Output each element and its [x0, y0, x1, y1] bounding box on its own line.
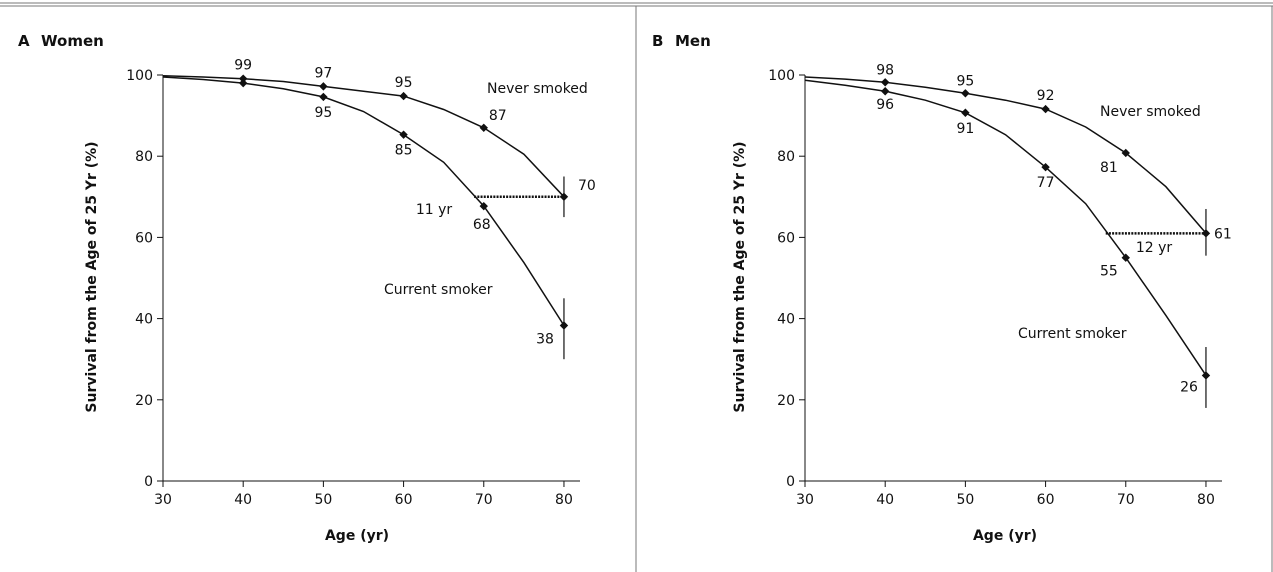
x-tick-label: 80 — [1197, 492, 1215, 508]
series-line-never-smoked — [162, 75, 565, 198]
y-tick-label: 100 — [768, 68, 795, 84]
y-tick-label: 40 — [135, 312, 153, 328]
series-line-current-smoker — [804, 79, 1207, 376]
y-tick-label: 40 — [777, 312, 795, 328]
marker-never-smoked — [1121, 148, 1130, 158]
data-label-never-smoked: 98 — [876, 62, 894, 78]
x-tick-label: 60 — [395, 492, 413, 508]
x-tick-label: 30 — [154, 492, 172, 508]
data-label-never-smoked: 95 — [395, 75, 413, 91]
data-label-never-smoked: 81 — [1100, 160, 1118, 176]
marker-never-smoked — [961, 89, 970, 98]
data-label-current-smoker: 55 — [1100, 264, 1118, 280]
panel-a: A Women Survival from the Age of 25 Yr (… — [18, 32, 596, 544]
marker-current-smoker — [1121, 253, 1130, 262]
data-label-never-smoked: 95 — [956, 73, 974, 89]
marker-current-smoker — [1041, 162, 1050, 172]
x-tick-label: 70 — [475, 492, 493, 508]
data-label-current-smoker: 95 — [314, 105, 332, 121]
data-label-never-smoked: 92 — [1037, 88, 1055, 104]
x-tick-label: 40 — [876, 492, 894, 508]
data-label-never-smoked: 61 — [1214, 226, 1232, 242]
y-tick-label: 100 — [126, 68, 153, 84]
y-tick-label: 80 — [777, 149, 795, 165]
series-label-current-smoker: Current smoker — [1018, 326, 1127, 342]
data-label-never-smoked: 99 — [234, 58, 252, 74]
series-line-never-smoked — [804, 76, 1207, 234]
marker-never-smoked — [319, 82, 328, 91]
marker-current-smoker — [479, 201, 488, 211]
marker-current-smoker — [961, 108, 970, 117]
y-tick-label: 60 — [777, 230, 795, 246]
x-tick-label: 50 — [956, 492, 974, 508]
series-line-current-smoker — [162, 76, 565, 326]
x-tick-label: 70 — [1117, 492, 1135, 508]
data-label-current-smoker: 96 — [876, 97, 894, 113]
x-tick-label: 40 — [234, 492, 252, 508]
marker-never-smoked — [479, 123, 488, 132]
panel-b-letter: B — [652, 32, 663, 50]
y-tick-label: 0 — [786, 474, 795, 490]
data-label-never-smoked: 87 — [489, 108, 507, 124]
series-label-never-smoked: Never smoked — [487, 81, 588, 97]
panel-a-letter: A — [18, 32, 30, 50]
data-label-never-smoked: 97 — [314, 65, 332, 81]
panel-b-xlabel: Age (yr) — [973, 528, 1037, 544]
panel-b: B Men Survival from the Age of 25 Yr (%)… — [652, 32, 1232, 544]
panel-a-title: Women — [41, 32, 104, 50]
y-tick-label: 60 — [135, 230, 153, 246]
x-tick-label: 30 — [796, 492, 814, 508]
data-label-current-smoker: 91 — [956, 121, 974, 137]
panel-a-xlabel: Age (yr) — [325, 528, 389, 544]
panel-a-plot: 0 20 40 60 80 100 30 40 50 60 70 80 99 97 95 87 70 Never … — [126, 58, 596, 508]
data-label-current-smoker: 38 — [536, 332, 554, 348]
marker-current-smoker — [1201, 371, 1211, 380]
data-label-never-smoked: 70 — [578, 178, 596, 194]
marker-current-smoker — [880, 87, 890, 96]
marker-never-smoked — [880, 78, 890, 87]
data-label-current-smoker: 77 — [1037, 175, 1055, 191]
panel-b-ylabel: Survival from the Age of 25 Yr (%) — [732, 141, 748, 412]
series-label-current-smoker: Current smoker — [384, 282, 493, 298]
data-label-current-smoker: 85 — [395, 143, 413, 159]
marker-never-smoked — [238, 74, 248, 83]
gap-label: 12 yr — [1136, 240, 1173, 256]
marker-never-smoked — [1041, 104, 1050, 114]
x-tick-label: 60 — [1037, 492, 1055, 508]
x-tick-label: 80 — [555, 492, 573, 508]
marker-current-smoker — [319, 92, 328, 102]
data-label-current-smoker: 68 — [473, 217, 491, 233]
data-label-current-smoker: 26 — [1180, 379, 1198, 395]
y-tick-label: 0 — [144, 474, 153, 490]
gap-label: 11 yr — [416, 202, 453, 218]
marker-current-smoker — [238, 78, 248, 88]
series-label-never-smoked: Never smoked — [1100, 104, 1201, 120]
marker-current-smoker — [559, 321, 569, 330]
y-tick-label: 20 — [135, 393, 153, 409]
panel-a-ylabel: Survival from the Age of 25 Yr (%) — [84, 141, 100, 412]
x-tick-label: 50 — [314, 492, 332, 508]
panel-b-plot: 0 20 40 60 80 100 30 40 50 60 70 80 98 95 92 81 61 Never … — [768, 62, 1232, 508]
marker-current-smoker — [399, 130, 408, 139]
marker-never-smoked — [399, 91, 408, 101]
y-tick-label: 80 — [135, 149, 153, 165]
y-tick-label: 20 — [777, 393, 795, 409]
panel-b-title: Men — [675, 32, 711, 50]
